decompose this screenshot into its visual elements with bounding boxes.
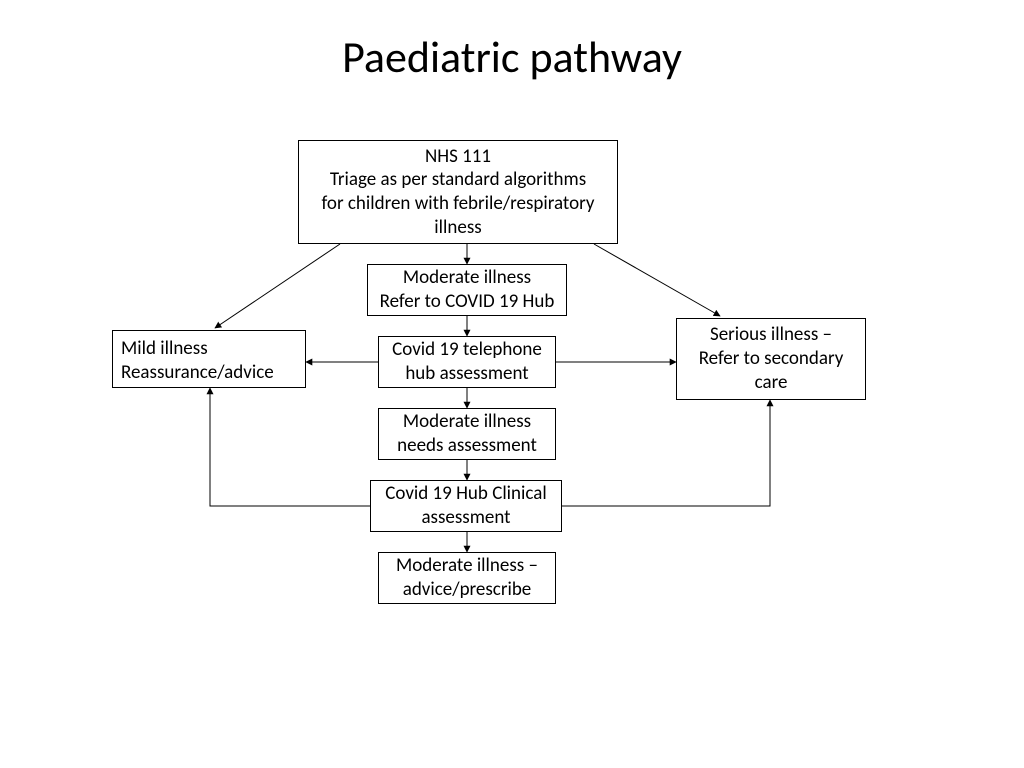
- node-label: NHS 111Triage as per standard algorithms…: [322, 145, 595, 240]
- node-label: Moderate illnessneeds assessment: [397, 410, 537, 458]
- node-advice_prescribe: Moderate illness –advice/prescribe: [378, 552, 556, 604]
- edge: [210, 388, 370, 506]
- node-label: Serious illness –Refer to secondarycare: [699, 323, 844, 394]
- node-telephone: Covid 19 telephonehub assessment: [378, 336, 556, 388]
- node-nhs111: NHS 111Triage as per standard algorithms…: [298, 140, 618, 244]
- node-mild: Mild illnessReassurance/advice: [112, 330, 306, 388]
- node-label: Mild illnessReassurance/advice: [121, 337, 274, 385]
- node-moderate_refer: Moderate illnessRefer to COVID 19 Hub: [367, 264, 567, 316]
- edge: [562, 400, 770, 506]
- node-label: Covid 19 Hub Clinicalassessment: [385, 482, 546, 530]
- edge: [594, 244, 720, 316]
- node-serious: Serious illness –Refer to secondarycare: [676, 318, 866, 400]
- node-needs_assessment: Moderate illnessneeds assessment: [378, 408, 556, 460]
- node-clinical: Covid 19 Hub Clinicalassessment: [370, 480, 562, 532]
- node-label: Moderate illness –advice/prescribe: [396, 554, 538, 602]
- edge: [215, 244, 340, 328]
- page-title: Paediatric pathway: [0, 30, 1024, 84]
- node-label: Moderate illnessRefer to COVID 19 Hub: [380, 266, 555, 314]
- node-label: Covid 19 telephonehub assessment: [392, 338, 542, 386]
